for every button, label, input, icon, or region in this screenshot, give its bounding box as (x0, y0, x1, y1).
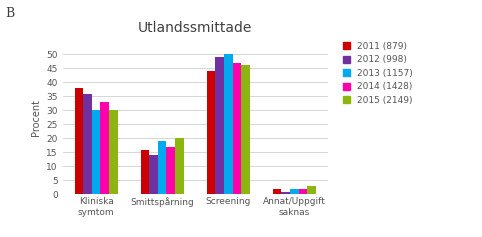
Bar (215, 57, 224, 194)
Bar (307, 186, 316, 194)
Bar (281, 191, 290, 194)
Y-axis label: Procent: Procent (31, 99, 41, 136)
Bar (141, 150, 149, 194)
Bar (83, 94, 92, 194)
Bar (207, 71, 215, 194)
Bar (158, 141, 166, 194)
Bar (241, 65, 250, 194)
Bar (166, 147, 175, 194)
Bar (290, 189, 298, 194)
Bar (92, 110, 100, 194)
Bar (100, 102, 109, 194)
Bar (232, 63, 241, 194)
Bar (224, 54, 232, 194)
Title: Utlandssmittade: Utlandssmittade (138, 21, 253, 35)
Bar (273, 189, 281, 194)
Bar (149, 155, 158, 194)
Bar (175, 138, 184, 194)
Bar (109, 110, 118, 194)
Bar (298, 189, 307, 194)
Text: B: B (5, 7, 14, 20)
Bar (75, 88, 83, 194)
Legend: 2011 (879), 2012 (998), 2013 (1157), 2014 (1428), 2015 (2149): 2011 (879), 2012 (998), 2013 (1157), 201… (343, 42, 413, 105)
